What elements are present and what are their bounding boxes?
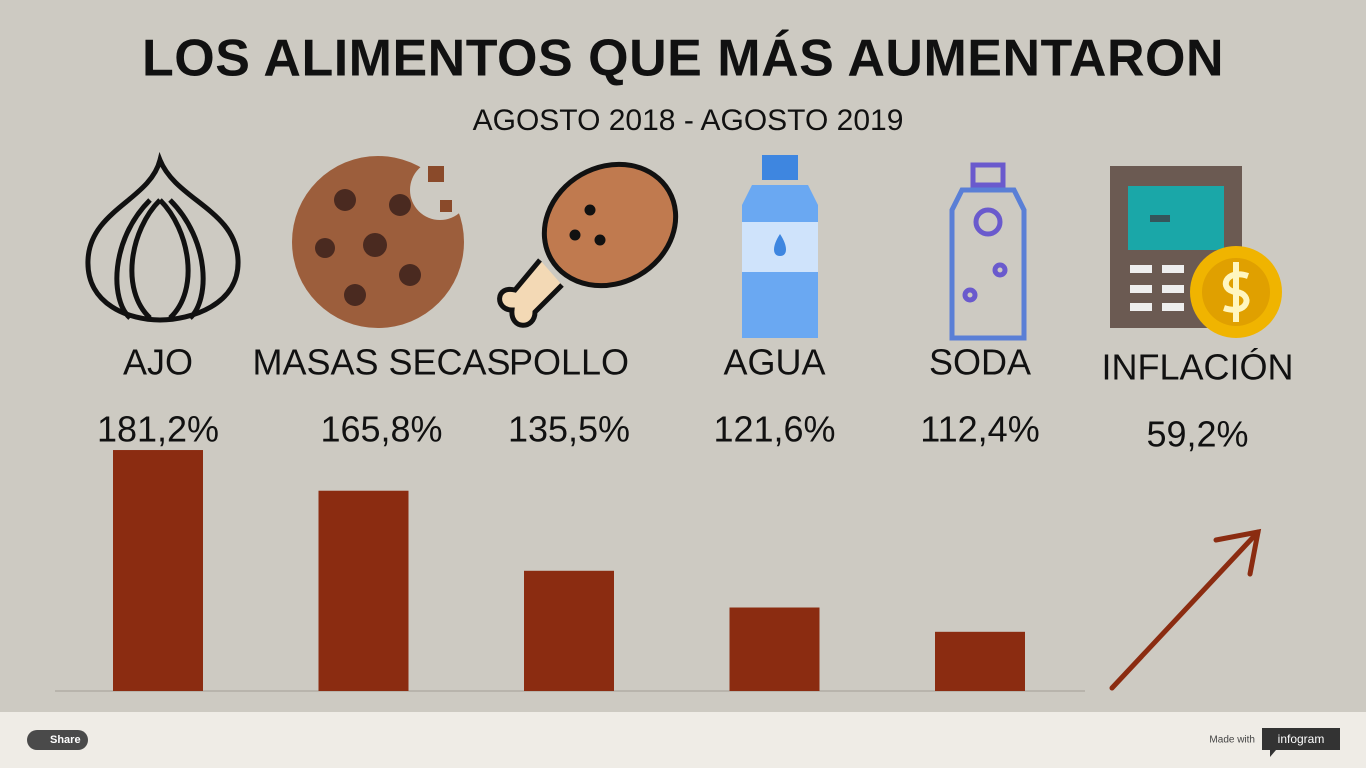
infogram-link[interactable]: infogram — [1262, 728, 1340, 757]
arrow-stroke — [1109, 529, 1261, 691]
soda-icon — [949, 162, 1027, 341]
share-pill[interactable] — [27, 730, 88, 750]
value-label: 112,4% — [920, 409, 1039, 450]
calculator-icon — [1110, 166, 1282, 338]
arrow-stroke — [1213, 528, 1262, 577]
share-label[interactable]: Share — [50, 734, 81, 746]
water-icon — [742, 155, 818, 338]
chart-subtitle: AGOSTO 2018 - AGOSTO 2019 — [473, 104, 904, 137]
value-label: 121,6% — [713, 409, 835, 450]
background — [0, 0, 1366, 712]
category-label: SODA — [929, 342, 1031, 383]
brand[interactable]: infogram — [1278, 732, 1325, 746]
chicken-icon — [497, 161, 679, 328]
bar — [113, 450, 203, 691]
category-label: INFLACIÓN — [1101, 347, 1293, 388]
brand-badge[interactable] — [1262, 728, 1340, 757]
share-button[interactable]: Share — [27, 730, 88, 750]
bar — [935, 631, 1025, 691]
footer — [0, 712, 1366, 768]
chart-title: LOS ALIMENTOS QUE MÁS AUMENTARON — [142, 30, 1224, 88]
cookie-icon — [292, 156, 470, 328]
garlic-icon — [85, 151, 241, 323]
made-with: Made with — [1209, 735, 1255, 746]
inflation-arrow — [1109, 528, 1262, 691]
category-label: AJO — [123, 342, 193, 383]
category-label: MASAS SECAS — [252, 342, 510, 383]
value-label: 165,8% — [320, 409, 442, 450]
bar — [318, 490, 409, 691]
bar — [524, 570, 614, 691]
value-label: 181,2% — [97, 409, 219, 450]
value-label: 135,5% — [508, 409, 630, 450]
value-label: 59,2% — [1146, 414, 1248, 455]
category-label: AGUA — [723, 342, 825, 383]
bar — [729, 607, 820, 691]
category-label: POLLO — [509, 342, 629, 383]
